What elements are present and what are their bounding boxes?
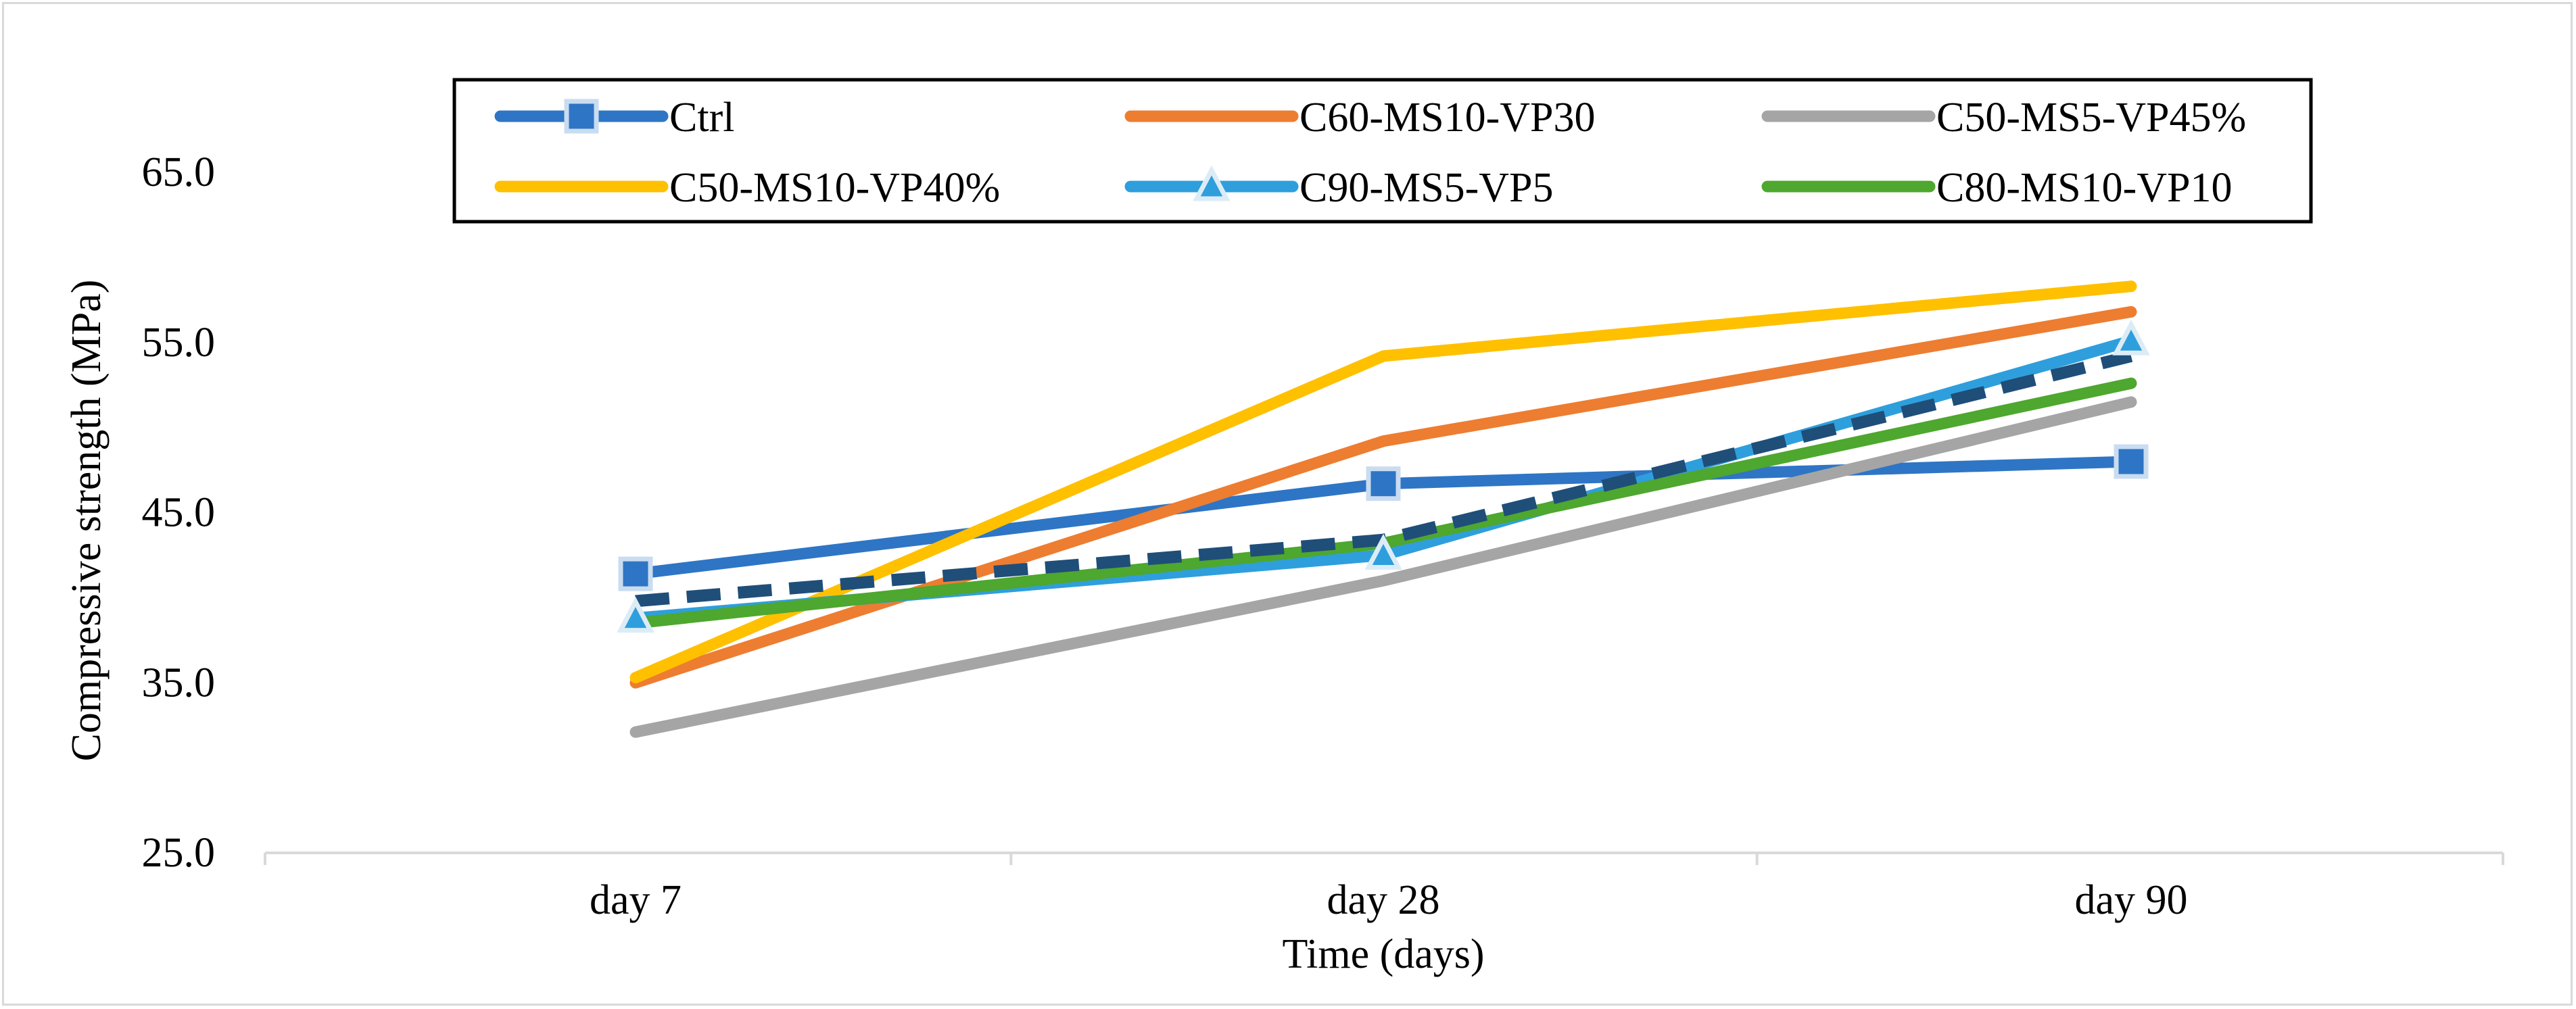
x-tick-labels: day 7 day 28 day 90 (590, 877, 2188, 923)
y-axis-label: Compressive strength (MPa) (64, 280, 110, 762)
y-tick-label: 65.0 (142, 149, 216, 195)
data-point-ctrl (618, 556, 653, 591)
y-tick-label: 55.0 (142, 320, 216, 366)
legend-label-c50-ms5-vp45: C50-MS5-VP45% (1936, 95, 2246, 141)
data-point-c90-ms5-vp5 (617, 597, 654, 633)
legend-label-c60-ms10-vp30: C60-MS10-VP30 (1299, 95, 1596, 141)
y-tick-labels: 25.0 35.0 45.0 55.0 65.0 (142, 149, 216, 876)
series-layer (629, 280, 2137, 738)
x-tick-label: day 90 (2074, 877, 2187, 923)
legend-label-ctrl: Ctrl (669, 95, 734, 141)
marker-layer (617, 319, 2150, 633)
x-tick-label: day 28 (1327, 877, 1439, 923)
series-line-c50-ms5-vp45 (629, 396, 2137, 738)
x-tick-label: day 7 (590, 877, 682, 923)
legend-marker-ctrl (564, 99, 599, 134)
y-tick-label: 35.0 (142, 660, 216, 706)
data-point-c90-ms5-vp5 (1364, 533, 1402, 570)
x-axis-label: Time (days) (1282, 931, 1484, 977)
data-point-ctrl (1366, 466, 1401, 501)
legend-label-c50-ms10-vp40: C50-MS10-VP40% (669, 165, 1000, 211)
y-tick-label: 25.0 (142, 830, 216, 876)
legend: Ctrl C60-MS10-VP30 C50-MS5-VP45% C50-MS10-V… (452, 78, 2313, 224)
legend-label-c90-ms5-vp5: C90-MS5-VP5 (1299, 165, 1554, 211)
y-tick-label: 45.0 (142, 490, 216, 536)
legend-marker-c90-ms5-vp5 (1193, 165, 1231, 201)
data-point-c90-ms5-vp5 (2112, 319, 2150, 355)
legend-box (452, 78, 2313, 224)
axes-layer (264, 852, 2504, 865)
legend-label-c80-ms10-vp10: C80-MS10-VP10 (1936, 165, 2233, 211)
series-line-c50-ms10-vp40 (629, 280, 2137, 684)
data-point-ctrl (2114, 444, 2149, 479)
